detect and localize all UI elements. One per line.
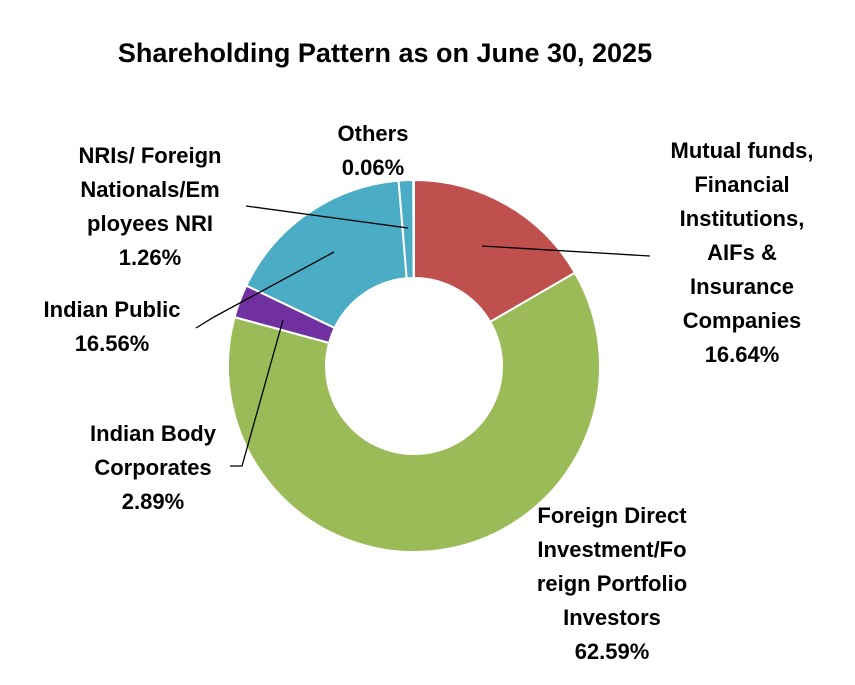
slice-name-line: Institutions, (680, 206, 805, 231)
leader-line-2 (230, 319, 284, 467)
slice-label-4: NRIs/ Foreign Nationals/Em ployees NRI 1.26… (78, 143, 221, 270)
leader-line-nri-slice (245, 205, 409, 229)
slice-name-line: Investors (563, 605, 661, 630)
slice-label-1: Foreign Direct Investment/Fo reign Portfol… (537, 503, 687, 664)
slice-name-line: Foreign Direct (537, 503, 687, 528)
slice-label-2: Indian Body Corporates 2.89% (90, 421, 217, 514)
slice-label-0: Mutual funds, Financial Institutions, AIFs … (671, 138, 814, 367)
slice-name-line: reign Portfolio (537, 571, 687, 596)
chart-title: Shareholding Pattern as on June 30, 2025 (118, 38, 652, 68)
slice-name-line: Financial (694, 172, 789, 197)
slice-name-line: ployees NRI (87, 211, 213, 236)
donut-slice-5 (412, 178, 415, 280)
slice-name-line: NRIs/ Foreign (78, 143, 221, 168)
slice-name-line: Corporates (94, 455, 211, 480)
donut-slice-3 (244, 179, 408, 330)
slice-name-line: Others (338, 121, 409, 146)
slice-label-5: Others 0.06% (338, 121, 409, 180)
slice-value-label: 0.06% (342, 155, 404, 180)
slice-name-line: Companies (683, 308, 802, 333)
leader-line-0 (481, 245, 651, 257)
leader-lines (195, 205, 651, 467)
donut-slice-0 (413, 178, 577, 324)
slice-value-label: 16.56% (75, 331, 150, 356)
slice-name-line: Indian Body (90, 421, 217, 446)
slice-name-line: AIFs & (707, 240, 777, 265)
donut-slice-1 (227, 271, 601, 553)
leader-line-3 (195, 251, 335, 329)
slice-value-label: 1.26% (119, 245, 181, 270)
slice-labels: Mutual funds, Financial Institutions, AIFs … (44, 121, 814, 664)
slice-value-label: 62.59% (575, 639, 650, 664)
slice-value-label: 2.89% (122, 489, 184, 514)
slice-label-3: Indian Public 16.56% (44, 297, 181, 356)
slice-value-label: 16.64% (705, 342, 780, 367)
slice-name-line: Indian Public (44, 297, 181, 322)
donut-slices (227, 178, 601, 553)
slice-name-line: Nationals/Em (80, 177, 219, 202)
slice-name-line: Investment/Fo (537, 537, 686, 562)
slice-name-line: Insurance (690, 274, 794, 299)
slice-name-line: Mutual funds, (671, 138, 814, 163)
